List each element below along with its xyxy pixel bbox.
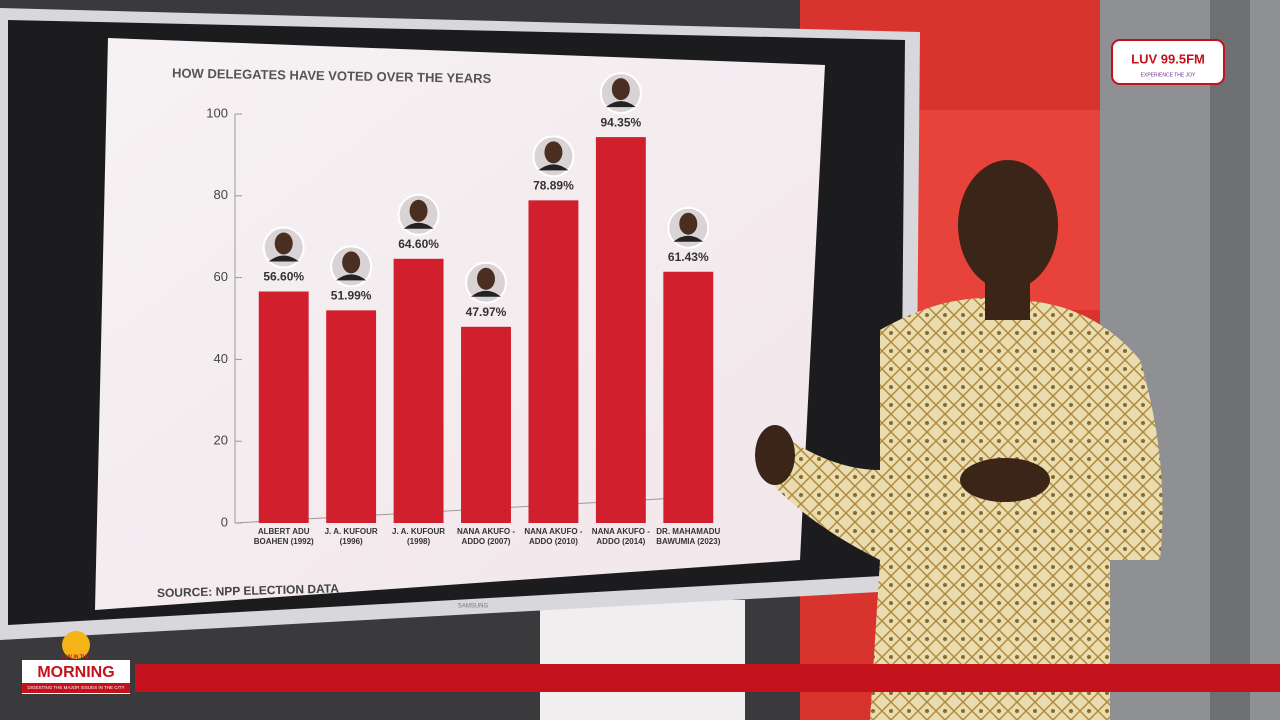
portrait-suit (605, 101, 636, 108)
x-tick-label-box: J. A. KUFOUR (1998) (392, 527, 446, 546)
chart-source: SOURCE: NPP ELECTION DATA (157, 581, 340, 600)
ticker-bar (135, 664, 1280, 692)
value-label: 94.35% (601, 115, 642, 129)
pillar (1210, 0, 1250, 720)
x-tick-label-box: NANA AKUFO - ADDO (2014) (591, 527, 650, 546)
portrait-suit (471, 290, 501, 297)
portrait-face (477, 267, 495, 290)
x-tick-label-box: DR. MAHAMADU BAWUMIA (2023) (656, 527, 721, 546)
portrait-suit (268, 255, 299, 262)
portrait-face (274, 232, 293, 255)
station-logo-tagline: EXPERIENCE THE JOY (1141, 72, 1196, 78)
x-tick-label: J. A. KUFOUR (1998) (392, 527, 446, 546)
y-tick-label: 40 (214, 351, 228, 366)
bar (393, 258, 444, 523)
x-tick-label: ALBERT ADU BOAHEN (1992) (253, 527, 314, 546)
value-label: 51.99% (331, 289, 372, 303)
x-tick-label-box: NANA AKUFO - ADDO (2010) (524, 527, 583, 546)
value-label: 61.43% (668, 250, 709, 264)
x-tick-label-box: ALBERT ADU BOAHEN (1992) (253, 527, 314, 546)
presenter-hand (960, 458, 1050, 502)
portrait-face (409, 199, 428, 222)
value-label: 78.89% (533, 179, 574, 193)
bar (528, 200, 579, 523)
portrait-face (679, 212, 698, 235)
portrait-face (611, 78, 630, 101)
show-logo-title: MORNING (37, 664, 114, 681)
station-logo-name: LUV 99.5FM (1131, 51, 1205, 66)
screen-brand: SAMSUNG (458, 604, 489, 610)
presenter-head (958, 160, 1058, 290)
chart-title: HOW DELEGATES HAVE VOTED OVER THE YEARS (172, 65, 492, 86)
value-label: 56.60% (263, 270, 304, 284)
bar (595, 137, 646, 523)
portrait-suit (336, 274, 367, 281)
y-tick-label: 100 (206, 105, 228, 120)
bar (461, 326, 511, 523)
x-tick-label-box: NANA AKUFO - ADDO (2007) (456, 527, 516, 546)
y-tick-label: 0 (221, 514, 228, 529)
station-logo-box (1111, 39, 1225, 85)
lower-sign (540, 600, 745, 720)
portrait-suit (673, 235, 704, 242)
y-tick-label: 20 (214, 433, 228, 448)
value-label: 64.60% (398, 237, 439, 251)
y-tick-label: 80 (214, 187, 228, 202)
x-tick-label: J. A. KUFOUR (1996) (324, 527, 378, 546)
x-tick-label: NANA AKUFO - ADDO (2010) (524, 527, 583, 546)
value-label: 47.97% (466, 305, 507, 319)
x-tick-label: DR. MAHAMADU BAWUMIA (2023) (656, 527, 721, 546)
portrait-face (342, 251, 361, 274)
bar (663, 271, 714, 523)
show-logo-tagline: DIGESTING THE MAJOR ISSUES IN THE CITY (27, 685, 124, 690)
show-logo-strip (22, 683, 130, 693)
portrait-face (544, 141, 563, 164)
portrait-suit (403, 222, 434, 229)
presenter-shirt (760, 298, 1163, 720)
chart-panel (95, 38, 825, 610)
presenter-neck (985, 280, 1030, 320)
x-tick-label: NANA AKUFO - ADDO (2007) (456, 527, 516, 546)
bar (258, 291, 309, 523)
bar (326, 310, 377, 523)
x-tick-label-box: J. A. KUFOUR (1996) (324, 527, 378, 546)
show-logo-kicker: LUV IN THE (62, 654, 90, 660)
presenter-hand (755, 425, 795, 485)
portrait-suit (538, 164, 569, 171)
show-logo-sun (62, 631, 90, 659)
x-tick-label: NANA AKUFO - ADDO (2014) (591, 527, 650, 546)
y-tick-label: 60 (214, 269, 228, 284)
